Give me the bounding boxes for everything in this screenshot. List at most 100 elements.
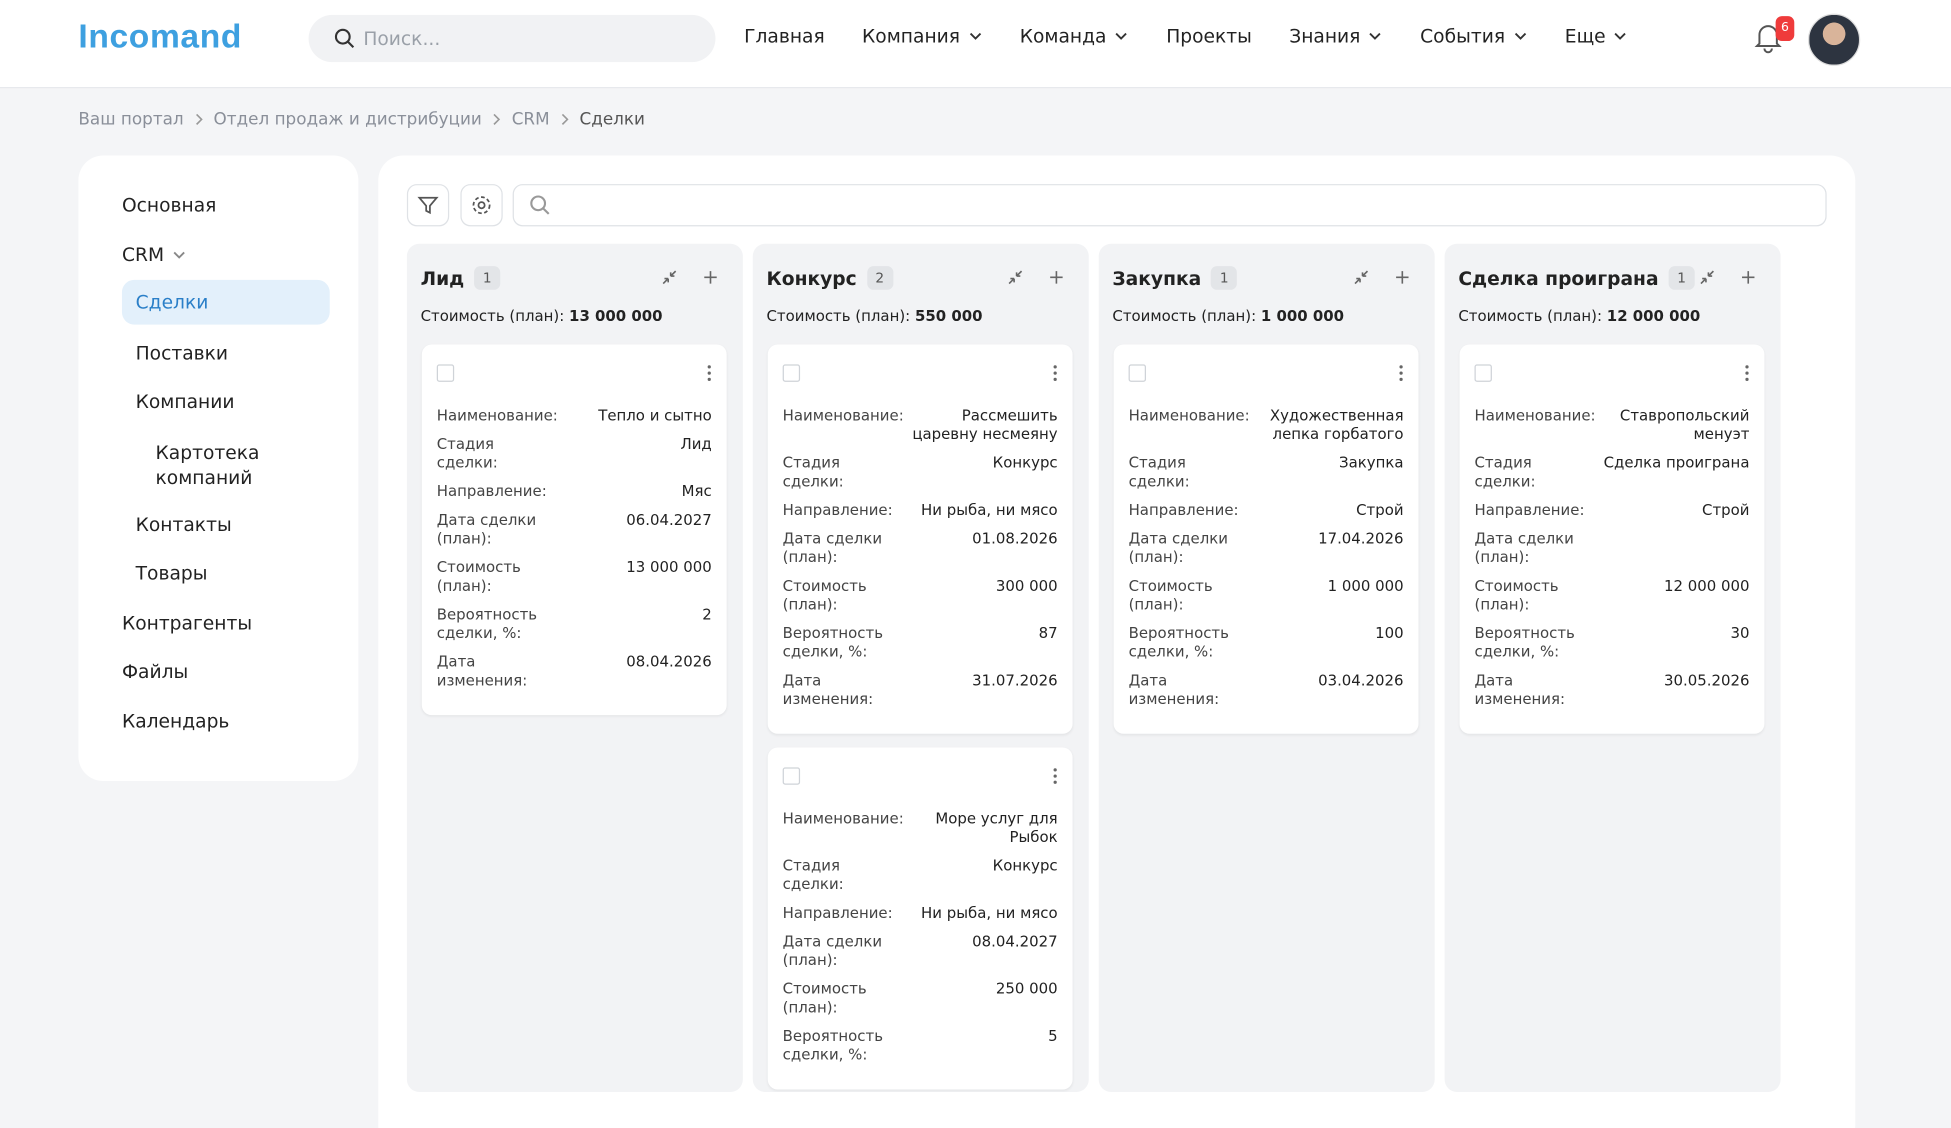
notification-badge: 6 xyxy=(1775,16,1795,42)
sidebar-item[interactable]: Сделки xyxy=(121,279,330,325)
sidebar-item[interactable]: Календарь xyxy=(122,710,229,732)
sidebar-label: Поставки xyxy=(135,341,229,364)
column-header: Сделка проиграна 1 xyxy=(1458,266,1695,290)
deal-card[interactable]: Наименование: Море услуг для Рыбок Стадия … xyxy=(767,747,1073,1090)
field-label: Стоимость (план): xyxy=(1474,577,1559,614)
cost-label: Стоимость (план): xyxy=(1112,307,1257,325)
field-row: Дата сделки (план): 01.08.2026 xyxy=(783,530,1058,567)
column-cost: Стоимость (план): 13 000 000 xyxy=(421,307,663,324)
sidebar-label: Компании xyxy=(135,390,235,413)
cost-value: 550 000 xyxy=(914,307,983,325)
sidebar-label: CRM xyxy=(121,243,165,266)
checkbox[interactable] xyxy=(436,364,455,382)
board-search[interactable] xyxy=(512,184,1827,227)
search-placeholder: Поиск... xyxy=(363,27,441,50)
logo[interactable]: Incomand xyxy=(78,17,243,55)
sidebar-item[interactable]: Файлы xyxy=(122,660,188,682)
field-label: Стадия сделки: xyxy=(1474,453,1536,491)
field-label: Направление: xyxy=(1474,501,1585,519)
nav-item[interactable]: Знания xyxy=(1289,25,1383,47)
deal-card[interactable]: Наименование: Тепло и сытно Стадия сделки:… xyxy=(421,344,727,716)
nav-item[interactable]: События xyxy=(1420,25,1527,47)
settings-button[interactable] xyxy=(460,184,503,227)
field-row: Наименование: Ставропольский менуэт xyxy=(1474,407,1749,444)
field-value: 31.07.2026 xyxy=(972,671,1058,690)
add-button[interactable] xyxy=(1740,269,1757,286)
nav-label: Еще xyxy=(1564,24,1606,48)
sidebar-label: Контрагенты xyxy=(121,611,253,634)
field-row: Вероятность сделки, %: 100 xyxy=(1129,624,1404,661)
field-label: Стадия сделки: xyxy=(1128,453,1190,491)
nav-item[interactable]: Главная xyxy=(744,25,825,47)
kanban-column: Конкурс 2 Стоимость (план): 550 000 Наимено… xyxy=(752,243,1089,1092)
kanban-column: Лид 1 Стоимость (план): 13 000 000 Наименов… xyxy=(406,243,743,1092)
field-label: Дата изменения: xyxy=(782,671,874,708)
search-icon xyxy=(529,194,551,216)
deal-card[interactable]: Наименование: Художественная лепка горбат… xyxy=(1113,344,1419,734)
field-label: Наименование: xyxy=(436,406,558,425)
sidebar-label: Контакты xyxy=(135,513,232,536)
nav-item[interactable]: Еще xyxy=(1565,25,1628,47)
avatar[interactable] xyxy=(1807,13,1861,66)
collapse-button[interactable] xyxy=(1007,269,1024,286)
breadcrumb[interactable]: Ваш портал xyxy=(78,109,184,130)
column-count: 1 xyxy=(1211,266,1238,290)
board-panel: Лид 1 Стоимость (план): 13 000 000 Наименов… xyxy=(378,155,1856,1128)
checkbox[interactable] xyxy=(782,364,801,382)
header: Incomand Поиск... Главная Компания Команда Пр… xyxy=(0,0,1951,89)
breadcrumb[interactable]: Отдел продаж и дистрибуции xyxy=(213,109,482,130)
card-menu[interactable] xyxy=(1053,364,1058,381)
search-box[interactable]: Поиск... xyxy=(308,14,716,63)
cost-label: Стоимость (план): xyxy=(1458,307,1603,325)
field-value[interactable]: Рассмешить царевну несмеяну xyxy=(912,406,1058,443)
card-menu[interactable] xyxy=(1399,364,1404,381)
field-label: Вероятность сделки, %: xyxy=(782,624,884,661)
collapse-button[interactable] xyxy=(661,269,678,286)
sidebar-item[interactable]: Основная xyxy=(122,194,216,216)
column-title: Сделка проиграна xyxy=(1458,266,1659,290)
collapse-button[interactable] xyxy=(1353,269,1370,286)
field-label: Направление: xyxy=(782,904,893,922)
field-value[interactable]: Тепло и сытно xyxy=(598,406,712,425)
field-label: Стоимость (план): xyxy=(782,980,867,1017)
field-value: 06.04.2027 xyxy=(626,511,712,529)
card-menu[interactable] xyxy=(1745,364,1750,381)
add-button[interactable] xyxy=(702,269,719,286)
nav-item[interactable]: Проекты xyxy=(1166,25,1252,47)
nav-item[interactable]: Компания xyxy=(862,25,982,47)
sidebar-item[interactable]: Контакты xyxy=(136,513,232,535)
checkbox[interactable] xyxy=(782,767,801,785)
sidebar-label: Картотека компаний xyxy=(155,440,260,489)
deal-card[interactable]: Наименование: Ставропольский менуэт Стадия… xyxy=(1459,344,1765,734)
field-row: Стоимость (план): 1 000 000 xyxy=(1129,577,1404,614)
field-value[interactable]: Ставропольский менуэт xyxy=(1619,406,1750,443)
deal-card[interactable]: Наименование: Рассмешить царевну несмеяну… xyxy=(767,344,1073,734)
filter-button[interactable] xyxy=(406,184,450,227)
field-value[interactable]: Художественная лепка горбатого xyxy=(1269,406,1404,443)
checkbox[interactable] xyxy=(1128,364,1147,382)
add-button[interactable] xyxy=(1394,269,1411,286)
breadcrumb[interactable]: CRM xyxy=(511,109,550,130)
column-title: Закупка xyxy=(1112,266,1202,290)
card-menu[interactable] xyxy=(707,364,712,381)
field-label: Наименование: xyxy=(782,406,904,425)
field-value[interactable]: Море услуг для Рыбок xyxy=(935,809,1058,846)
nav-item[interactable]: Команда xyxy=(1020,25,1129,47)
sidebar-item[interactable]: CRM xyxy=(121,243,187,266)
add-button[interactable] xyxy=(1048,269,1065,286)
sidebar-item[interactable]: Картотека компаний xyxy=(156,440,268,490)
breadcrumb[interactable]: Сделки xyxy=(579,109,645,130)
field-value: Конкурс xyxy=(992,856,1058,875)
field-label: Стоимость (план): xyxy=(1128,577,1213,614)
card-menu[interactable] xyxy=(1053,767,1058,784)
sidebar-item[interactable]: Контрагенты xyxy=(122,611,252,633)
sidebar-item[interactable]: Поставки xyxy=(136,341,228,363)
checkbox[interactable] xyxy=(1474,364,1492,382)
sidebar-item[interactable]: Компании xyxy=(136,391,235,413)
nav-label: Главная xyxy=(744,24,825,48)
sidebar-item[interactable]: Товары xyxy=(136,562,208,584)
field-value: 08.04.2027 xyxy=(972,932,1058,951)
collapse-button[interactable] xyxy=(1698,269,1715,286)
field-row: Дата сделки (план): 17.04.2026 xyxy=(1129,530,1404,567)
field-row: Направление: Мяс xyxy=(437,483,712,502)
